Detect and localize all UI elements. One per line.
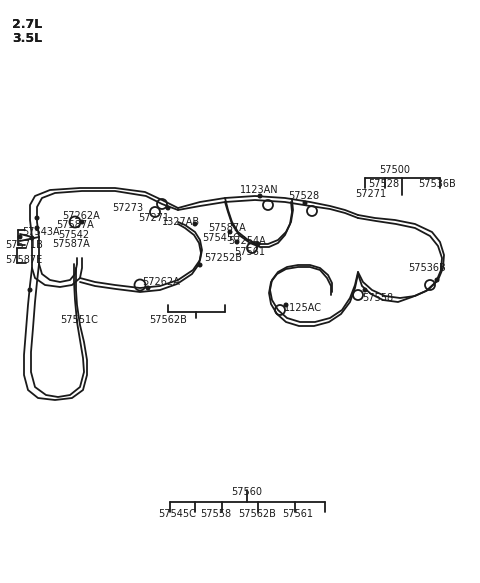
Text: 57262A: 57262A: [142, 277, 180, 287]
Text: 57551C: 57551C: [60, 315, 98, 325]
Circle shape: [80, 220, 84, 224]
Text: 57254A: 57254A: [228, 236, 266, 246]
Circle shape: [145, 286, 151, 290]
Circle shape: [228, 230, 232, 234]
Text: 3.5L: 3.5L: [12, 32, 42, 45]
Text: 57271: 57271: [138, 213, 169, 223]
Text: 2.7L: 2.7L: [12, 18, 42, 31]
Circle shape: [192, 222, 197, 227]
Text: 57558: 57558: [362, 293, 393, 303]
Text: 57587A: 57587A: [56, 220, 94, 230]
Text: 57536B: 57536B: [408, 263, 446, 273]
Circle shape: [27, 287, 33, 293]
Circle shape: [255, 241, 261, 247]
Circle shape: [302, 201, 308, 205]
Text: 57545C: 57545C: [158, 509, 196, 519]
Circle shape: [17, 234, 23, 240]
Circle shape: [235, 240, 240, 244]
Text: 57536B: 57536B: [418, 179, 456, 189]
Circle shape: [166, 205, 170, 210]
Text: 57587A: 57587A: [208, 223, 246, 233]
Text: 57562B: 57562B: [238, 509, 276, 519]
Text: 57560: 57560: [231, 487, 263, 497]
Text: 57545C: 57545C: [202, 233, 240, 243]
Text: 57528: 57528: [368, 179, 399, 189]
Text: 57558: 57558: [200, 509, 231, 519]
Text: 57561: 57561: [234, 247, 265, 257]
Circle shape: [29, 236, 35, 241]
Text: 57273: 57273: [112, 203, 143, 213]
Text: 57587E: 57587E: [5, 255, 42, 265]
Circle shape: [35, 226, 39, 230]
Text: 57500: 57500: [380, 165, 410, 175]
Circle shape: [284, 303, 288, 307]
Text: 57562B: 57562B: [149, 315, 187, 325]
Text: 57543A: 57543A: [22, 227, 60, 237]
Text: 57561: 57561: [282, 509, 313, 519]
Text: 57252B: 57252B: [204, 253, 242, 263]
Circle shape: [362, 287, 368, 293]
Text: 1125AC: 1125AC: [284, 303, 322, 313]
Text: 57262A: 57262A: [62, 211, 100, 221]
Text: 57271: 57271: [355, 189, 386, 199]
Circle shape: [434, 278, 440, 283]
Text: 57542: 57542: [58, 230, 89, 240]
Text: 57571B: 57571B: [5, 240, 43, 250]
Circle shape: [197, 262, 203, 268]
Text: 1123AN: 1123AN: [240, 185, 278, 195]
Text: 57528: 57528: [288, 191, 319, 201]
Text: 2.7L: 2.7L: [12, 18, 42, 31]
Text: 3.5L: 3.5L: [12, 32, 42, 45]
Circle shape: [35, 216, 39, 220]
Circle shape: [257, 194, 263, 198]
Text: 57587A: 57587A: [52, 239, 90, 249]
Text: 1327AB: 1327AB: [162, 217, 200, 227]
